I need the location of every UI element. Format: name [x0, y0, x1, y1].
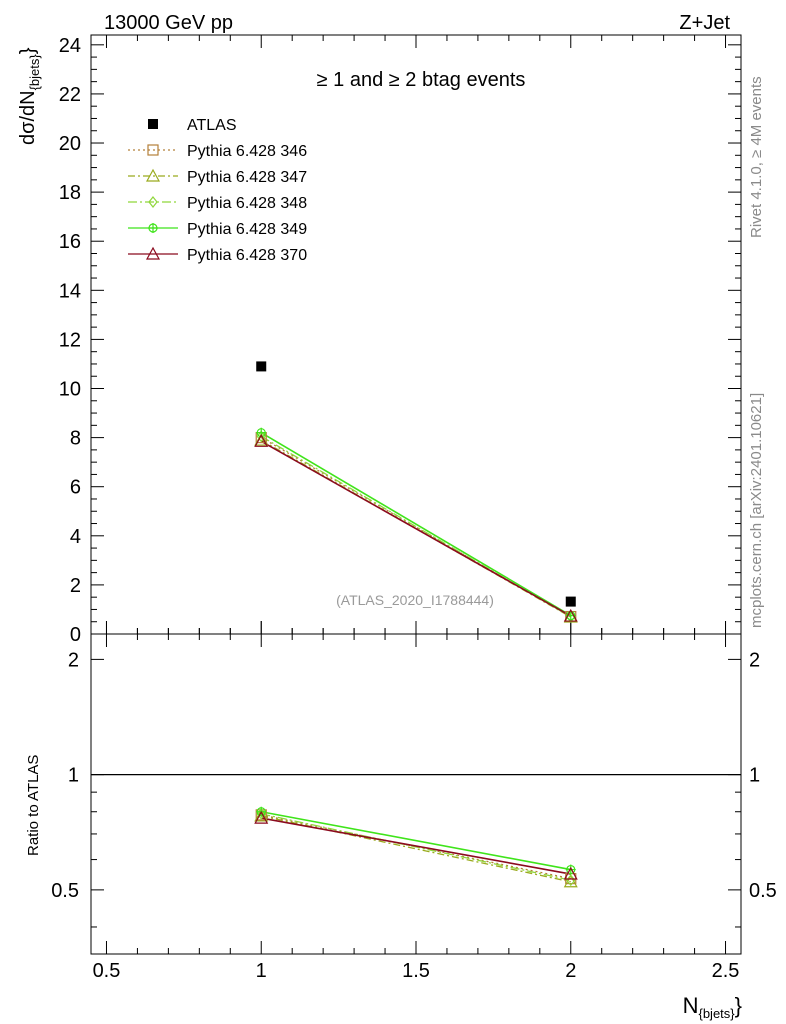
series-lines [260, 432, 572, 883]
y-tick-label: 24 [59, 35, 81, 57]
atlas-data-point [256, 361, 267, 372]
y-tick-label: 12 [59, 329, 81, 351]
diamond-marker [256, 430, 267, 443]
analysis-tag: (ATLAS_2020_I1788444) [336, 592, 494, 608]
ratio-tick-label-right: 2 [749, 649, 760, 671]
x-tick-label: 2.5 [712, 960, 740, 982]
y-tick-label: 0 [70, 624, 81, 646]
x-tick-label: 1 [256, 960, 267, 982]
x-tick-label: 1.5 [402, 960, 430, 982]
series-line [260, 432, 572, 617]
series-markers [254, 361, 578, 888]
triangle-marker [563, 866, 578, 880]
legend-label: Pythia 6.428 348 [187, 195, 307, 212]
ratio-series-line [261, 813, 571, 881]
y-tick-label: 6 [70, 477, 81, 499]
ratio-tick-label-right: 1 [749, 765, 760, 787]
rivet-version-label: Rivet 4.1.0, ≥ 4M events [748, 76, 765, 238]
process-label: Z+Jet [679, 12, 730, 34]
series-line [260, 435, 572, 618]
y-tick-label: 10 [59, 379, 81, 401]
legend-label: Pythia 6.428 349 [187, 221, 307, 238]
y-tick-label: 20 [59, 133, 81, 155]
x-axis-label: N{bjets}} [683, 993, 742, 1021]
legend-atlas-marker [148, 119, 158, 129]
ratio-tick-labels: 0.5 0.5 1 1 2 2 [51, 649, 777, 901]
triangle-marker [563, 608, 578, 622]
legend-label: Pythia 6.428 346 [187, 143, 307, 160]
triangle-marker [254, 810, 269, 824]
mcplots-label: mcplots.cern.ch [arXiv:2401.10621] [748, 393, 765, 628]
ratio-series-line [261, 817, 571, 875]
series-line [260, 440, 572, 617]
triangle-marker [145, 246, 161, 260]
x-axis-label-sub: {bjets} [698, 1006, 735, 1021]
ratio-tick-label: 0.5 [51, 880, 79, 902]
square-marker [147, 144, 159, 156]
ratio-panel-frame [90, 633, 742, 955]
triangle-marker [254, 434, 269, 447]
x-tick-label: 2 [565, 960, 576, 982]
triangle-marker [145, 168, 161, 182]
y-tick-label: 2 [70, 575, 81, 597]
y-tick-label: 8 [70, 428, 81, 450]
ratio-series-line [261, 810, 571, 871]
ratio-tick-label: 1 [68, 765, 79, 787]
atlas-data-point [565, 596, 576, 607]
y-tick-label: 16 [59, 231, 81, 253]
legend: ATLAS Pythia 6.428 346 Pythia 6.428 347 Pyt… [128, 117, 307, 264]
axis-ticks [91, 35, 741, 954]
energy-label: 13000 GeV pp [104, 12, 233, 34]
diamond-marker [148, 196, 158, 208]
y-axis-label: dσ/dN{bjets}} [17, 47, 42, 145]
ratio-axis-label: Ratio to ATLAS [25, 755, 42, 856]
y-axis-label-sub: {bjets} [27, 54, 42, 91]
ratio-tick-label-right: 0.5 [749, 880, 777, 902]
legend-label: Pythia 6.428 347 [187, 169, 307, 186]
y-tick-label: 4 [70, 526, 81, 548]
legend-label: Pythia 6.428 370 [187, 247, 307, 264]
x-tick-label: 0.5 [93, 960, 121, 982]
y-tick-label: 14 [59, 280, 81, 302]
plot-title: ≥ 1 and ≥ 2 btag events [317, 69, 526, 91]
ratio-tick-label: 2 [68, 649, 79, 671]
x-tick-labels: 0.5 1 1.5 2 2.5 [93, 960, 740, 982]
legend-atlas-label: ATLAS [187, 117, 237, 134]
y-tick-label: 18 [59, 182, 81, 204]
y-tick-label: 22 [59, 84, 81, 106]
